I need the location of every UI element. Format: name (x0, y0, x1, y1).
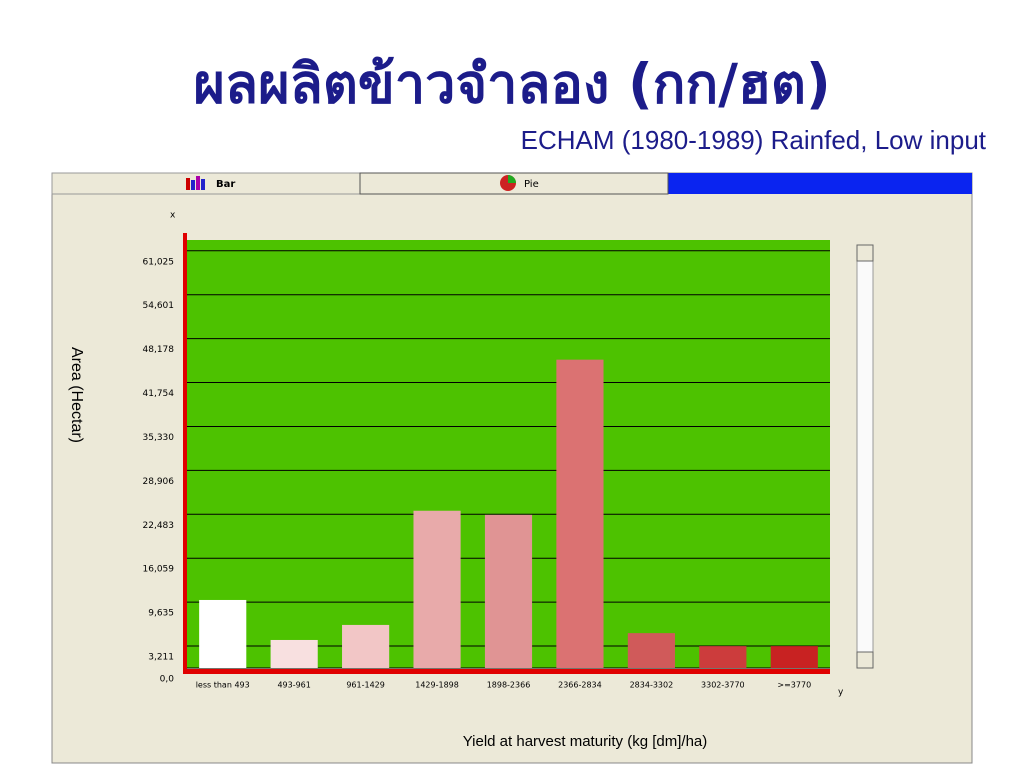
y-tick-label: 0,0 (160, 675, 175, 685)
tab-icon (186, 178, 190, 190)
x-tick-label: 961-1429 (346, 681, 385, 690)
y-tick-label: 61,025 (143, 257, 175, 267)
y-tick-label: 54,601 (143, 301, 175, 311)
x-tick-label: 1429-1898 (415, 681, 459, 690)
slide-subtitle: ECHAM (1980-1989) Rainfed, Low input (521, 125, 987, 155)
slide-title: ผลผลิตข้าวจำลอง (กก/ฮต) (193, 53, 830, 116)
bar (270, 639, 318, 668)
corner-label: x (170, 211, 176, 221)
x-tick-label: >=3770 (777, 681, 811, 690)
x-tick-label: 2366-2834 (558, 681, 602, 690)
bar (556, 359, 604, 668)
x-tick-label: 1898-2366 (487, 681, 531, 690)
scroll-up[interactable] (856, 244, 874, 262)
tab-label[interactable]: Bar (216, 179, 235, 190)
tab-label[interactable]: Pie (524, 179, 539, 190)
bar (770, 646, 818, 668)
x-axis-line (183, 669, 830, 674)
y-tick-label: 28,906 (143, 477, 175, 487)
bar (199, 599, 247, 668)
x-tick-label: 3302-3770 (701, 681, 745, 690)
tab-icon (191, 180, 195, 190)
y-tick-label: 9,635 (148, 609, 174, 619)
y-tick-label: 41,754 (143, 389, 175, 399)
tab[interactable] (51, 172, 361, 195)
x-tick-label: less than 493 (196, 681, 250, 690)
bar (699, 646, 747, 668)
bar (484, 514, 533, 668)
tab-strip-fill (668, 173, 972, 194)
scroll-down[interactable] (856, 651, 874, 669)
x-axis-title: Yield at harvest maturity (kg [dm]/ha) (463, 733, 708, 750)
bar (413, 510, 461, 668)
x-tick-label: 2834-3302 (630, 681, 674, 690)
tab-icon (196, 176, 200, 190)
y-tick-label: 16,059 (143, 565, 175, 575)
scrollbar[interactable] (856, 244, 874, 669)
y-tick-label: 3,211 (148, 653, 174, 663)
y-tick-label: 48,178 (143, 345, 175, 355)
tab-icon (201, 179, 205, 190)
x-tick-label: 493-961 (277, 681, 310, 690)
y-tick-label: 22,483 (143, 521, 175, 531)
y-axis-line (183, 233, 187, 674)
bar (627, 633, 675, 668)
y-tick-label: 35,330 (143, 433, 175, 443)
tab-icon (508, 175, 516, 183)
bar (342, 624, 390, 668)
corner-label: y (838, 688, 844, 698)
y-axis-title: Area (Hectar) (68, 347, 85, 443)
